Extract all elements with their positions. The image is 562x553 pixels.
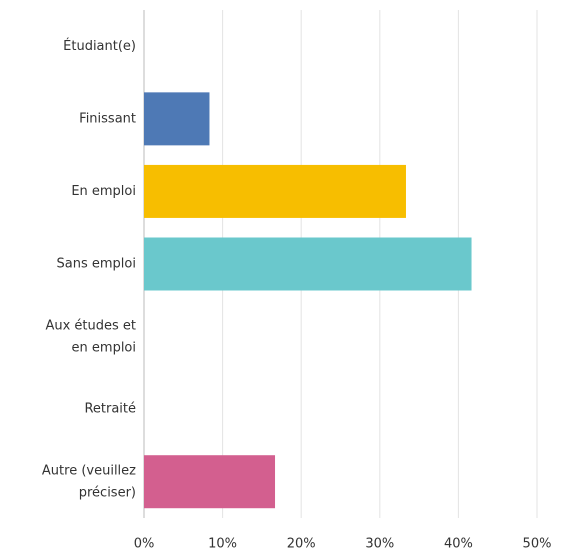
- y-tick-label: En emploi: [71, 184, 136, 199]
- bar: [144, 164, 406, 218]
- x-tick-label: 20%: [287, 537, 316, 552]
- x-tick-label: 40%: [444, 537, 473, 552]
- x-tick-label: 0%: [134, 537, 155, 552]
- y-tick-label: Finissant: [79, 111, 136, 126]
- bar: [144, 237, 472, 291]
- bar: [144, 455, 276, 509]
- x-tick-label: 30%: [365, 537, 394, 552]
- y-tick-label: Retraité: [84, 402, 136, 417]
- y-tick-label: Aux études et en emploi: [45, 318, 136, 355]
- y-tick-label: Étudiant(e): [63, 38, 136, 54]
- y-tick-label: Autre (veuillez préciser): [42, 463, 136, 500]
- bar: [144, 92, 210, 146]
- x-tick-label: 50%: [523, 537, 552, 552]
- x-tick-label: 10%: [208, 537, 237, 552]
- y-tick-label: Sans emploi: [57, 257, 136, 272]
